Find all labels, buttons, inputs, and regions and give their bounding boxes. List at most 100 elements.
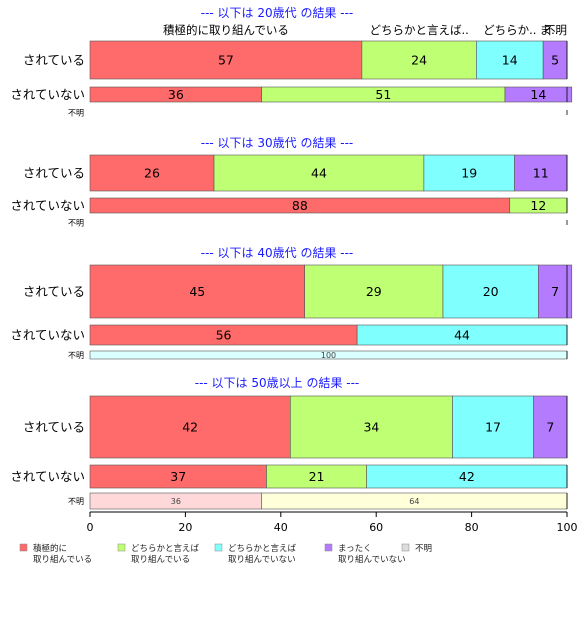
bar-segment xyxy=(304,264,444,319)
data-label: 64 xyxy=(409,497,419,506)
data-label: 36 xyxy=(171,497,181,506)
bar-row: 不明 100 xyxy=(68,350,568,360)
legend-swatch xyxy=(117,543,126,552)
data-label: 12 xyxy=(530,198,546,213)
legend-item: 積極的に取り組んでいる xyxy=(19,543,92,565)
data-label: 14 xyxy=(502,53,518,68)
bar-row: 不明 xyxy=(68,109,568,118)
panel: --- 以下は 20歳代 の結果 --- されている 57 24 14 5 されていない 36… xyxy=(10,6,573,118)
row-label: されていない xyxy=(10,198,85,213)
row-label: されている xyxy=(23,166,85,181)
row-label: 不明 xyxy=(68,497,84,506)
data-label: 5 xyxy=(551,53,559,68)
row-label: されている xyxy=(23,53,85,68)
row-label: されていない xyxy=(10,87,85,102)
legend-label: 取り組んでいる xyxy=(131,554,190,565)
bar-row: されている 57 24 14 5 xyxy=(23,40,568,80)
data-label: 19 xyxy=(461,166,477,181)
bar-row: されている 45 29 20 7 xyxy=(23,264,573,319)
data-label: 34 xyxy=(363,420,379,435)
legend-label: どちらかと言えば xyxy=(228,543,297,554)
bar-segment xyxy=(533,395,568,459)
data-label: 57 xyxy=(218,53,234,68)
row-label: されている xyxy=(23,284,85,299)
legend-label: 取り組んでいない xyxy=(338,554,406,565)
data-label: 100 xyxy=(321,351,336,360)
data-label: 24 xyxy=(411,53,427,68)
legend-label: 積極的に xyxy=(33,543,67,554)
row-label: されていない xyxy=(10,469,85,484)
top-category-labels: 積極的に取り組んでいる どちらかと言えば.. どちらか.. ま..不明 xyxy=(163,23,567,37)
panel-title: --- 以下は 20歳代 の結果 --- xyxy=(201,6,354,20)
data-label: 17 xyxy=(485,420,501,435)
top-category-label: どちらかと言えば.. xyxy=(369,23,468,37)
bar-segment xyxy=(476,40,544,80)
bar-row: 不明 xyxy=(68,219,568,228)
bar-segment xyxy=(89,395,291,459)
top-category-label: 不明 xyxy=(544,23,567,37)
top-category-label: どちらか.. xyxy=(483,23,536,37)
x-tick-label: 100 xyxy=(557,521,578,534)
legend-swatch xyxy=(19,543,28,552)
x-tick-label: 80 xyxy=(465,521,479,534)
bar-segment xyxy=(89,264,305,319)
bar-segment xyxy=(361,40,477,80)
legend-label: 取り組んでいる xyxy=(33,554,92,565)
data-label: 11 xyxy=(533,166,549,181)
data-label: 14 xyxy=(530,87,546,102)
data-label: 42 xyxy=(182,420,198,435)
panel-title: --- 以下は 50歳以上 の結果 --- xyxy=(195,376,360,390)
data-label: 20 xyxy=(483,284,499,299)
panel: --- 以下は 50歳以上 の結果 --- されている 42 34 17 7 されていない 3… xyxy=(10,376,568,510)
data-label: 44 xyxy=(454,328,470,343)
x-tick-label: 40 xyxy=(274,521,288,534)
bar-segment xyxy=(452,395,534,459)
bar-row: 不明 36 64 xyxy=(68,492,568,510)
row-label: 不明 xyxy=(68,219,84,228)
bar-segment xyxy=(504,86,573,103)
legend-swatch xyxy=(324,543,333,552)
data-label: 7 xyxy=(546,420,554,435)
x-tick-label: 20 xyxy=(178,521,192,534)
data-label: 88 xyxy=(292,198,308,213)
bar-segment xyxy=(290,395,453,459)
data-label: 42 xyxy=(459,469,475,484)
bar-segment xyxy=(89,40,363,80)
bar-row: されていない 88 12 xyxy=(10,197,568,214)
legend-item: 不明 xyxy=(401,543,432,554)
legend-label: 取り組んでいない xyxy=(228,554,296,565)
legend-label: まったく xyxy=(338,544,372,554)
top-category-label: 積極的に取り組んでいる xyxy=(163,23,289,37)
panel: --- 以下は 30歳代 の結果 --- されている 26 44 19 11 されていない 8… xyxy=(10,136,568,228)
bar-segment xyxy=(89,154,215,192)
data-label: 45 xyxy=(189,284,205,299)
row-label: 不明 xyxy=(68,351,84,360)
bar-segment xyxy=(538,264,573,319)
top-category-label: ま.. xyxy=(540,23,559,37)
data-label: 29 xyxy=(366,284,382,299)
panel-title: --- 以下は 30歳代 の結果 --- xyxy=(201,136,354,150)
bar-segment xyxy=(442,264,539,319)
data-label: 51 xyxy=(375,87,391,102)
panel: --- 以下は 40歳代 の結果 --- されている 45 29 20 7 されていない 56… xyxy=(10,246,573,360)
legend: 積極的に取り組んでいるどちらかと言えば取り組んでいるどちらかと言えば取り組んでい… xyxy=(19,543,432,565)
row-label: されている xyxy=(23,420,85,435)
legend-label: 不明 xyxy=(415,544,432,554)
row-label: 不明 xyxy=(68,109,84,118)
data-label: 26 xyxy=(144,166,160,181)
chart-panels: --- 以下は 20歳代 の結果 --- されている 57 24 14 5 されていない 36… xyxy=(10,6,573,510)
data-label: 21 xyxy=(309,469,325,484)
row-label: されていない xyxy=(10,328,85,343)
bar-row: されていない 56 44 xyxy=(10,324,568,346)
data-label: 7 xyxy=(551,284,559,299)
panel-title: --- 以下は 40歳代 の結果 --- xyxy=(201,246,354,260)
x-tick-label: 60 xyxy=(369,521,383,534)
x-axis: 0 20 40 60 80 100 xyxy=(87,511,578,534)
x-tick-label: 0 xyxy=(87,521,94,534)
data-label: 37 xyxy=(170,469,186,484)
data-label: 44 xyxy=(311,166,327,181)
